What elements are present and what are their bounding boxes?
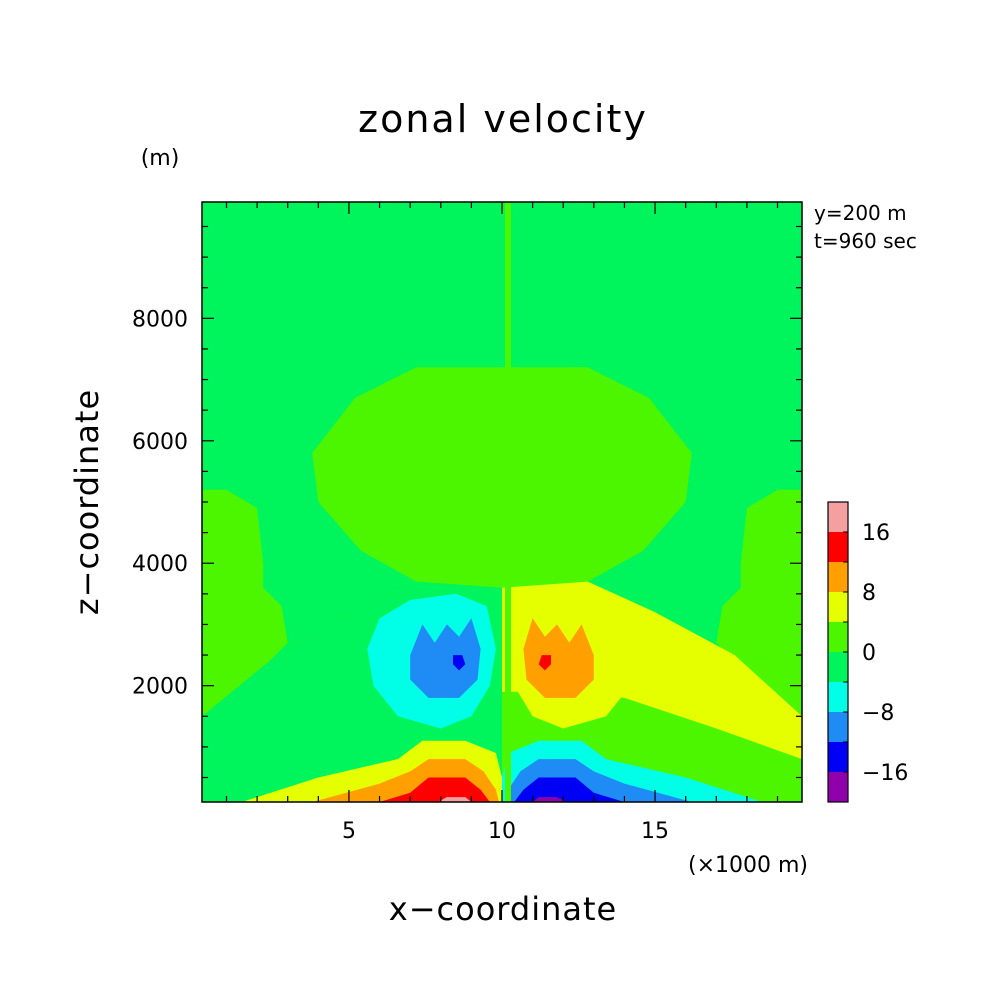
contour-region-0 (312, 367, 692, 588)
contour-region-20 (514, 777, 625, 802)
annotation-t: t=960 sec (814, 229, 917, 253)
colorbar-swatch (828, 712, 848, 742)
contour-region-1 (202, 489, 288, 717)
contour-region-10 (453, 655, 466, 671)
colorbar-swatch (828, 562, 848, 592)
colorbar-swatch (828, 652, 848, 682)
x-tick-label: 10 (488, 819, 516, 844)
colorbar-label: −8 (862, 701, 894, 726)
contour-region-13 (538, 655, 551, 671)
contour-region-9 (410, 618, 481, 698)
colorbar-swatch (828, 772, 848, 802)
contour-region-21 (532, 797, 567, 802)
colorbar-swatch (828, 532, 848, 562)
y-tick-label: 2000 (132, 675, 188, 700)
y-tick-label: 8000 (132, 307, 188, 332)
x-tick-label: 5 (342, 819, 356, 844)
colorbar-swatch (828, 592, 848, 622)
annotation-y: y=200 m (814, 201, 907, 225)
y-axis-unit: (m) (141, 146, 180, 171)
colorbar: 16 8 0 −8 −16 (827, 501, 908, 803)
y-axis-label: z−coordinate (68, 389, 106, 615)
colorbar-label: 8 (862, 581, 876, 606)
x-axis-unit: (×1000 m) (688, 853, 808, 878)
colorbar-label: 16 (862, 521, 890, 546)
colorbar-swatch (828, 622, 848, 652)
colorbar-swatch (828, 742, 848, 772)
axis-ticks: 5 10 15 2000 4000 6000 8000 (132, 202, 802, 844)
y-tick-label: 6000 (132, 430, 188, 455)
contour-regions (202, 367, 802, 802)
colorbar-label: 0 (862, 641, 876, 666)
contour-region-12 (523, 618, 594, 698)
y-tick-label: 4000 (132, 552, 188, 577)
x-tick-label: 15 (641, 819, 669, 844)
chart-title: zonal velocity (358, 97, 648, 141)
colorbar-label: −16 (862, 761, 908, 786)
contour-region-17 (437, 797, 472, 802)
contour-region-16 (379, 777, 490, 802)
colorbar-swatch (828, 682, 848, 712)
x-axis-label: x−coordinate (389, 890, 617, 928)
colorbar-swatch (828, 502, 848, 532)
